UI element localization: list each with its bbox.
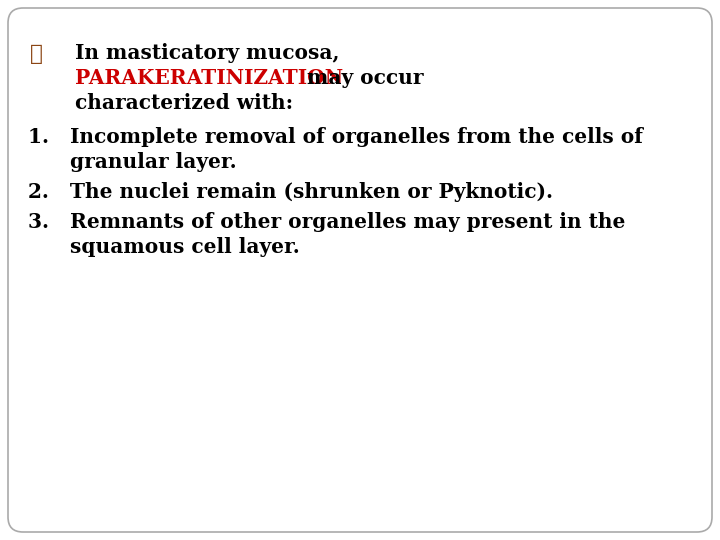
Text: granular layer.: granular layer. bbox=[28, 152, 237, 172]
Text: ♻: ♻ bbox=[30, 43, 43, 65]
Text: 2.   The nuclei remain (shrunken or Pyknotic).: 2. The nuclei remain (shrunken or Pyknot… bbox=[28, 182, 553, 202]
Text: 1.   Incomplete removal of organelles from the cells of: 1. Incomplete removal of organelles from… bbox=[28, 127, 643, 147]
Text: may occur: may occur bbox=[300, 68, 423, 88]
Text: characterized with:: characterized with: bbox=[75, 93, 293, 113]
Text: In masticatory mucosa,: In masticatory mucosa, bbox=[75, 43, 340, 63]
Text: PARAKERATINIZATION: PARAKERATINIZATION bbox=[75, 68, 343, 88]
FancyBboxPatch shape bbox=[8, 8, 712, 532]
Text: 3.   Remnants of other organelles may present in the: 3. Remnants of other organelles may pres… bbox=[28, 212, 626, 232]
Text: squamous cell layer.: squamous cell layer. bbox=[28, 237, 300, 257]
